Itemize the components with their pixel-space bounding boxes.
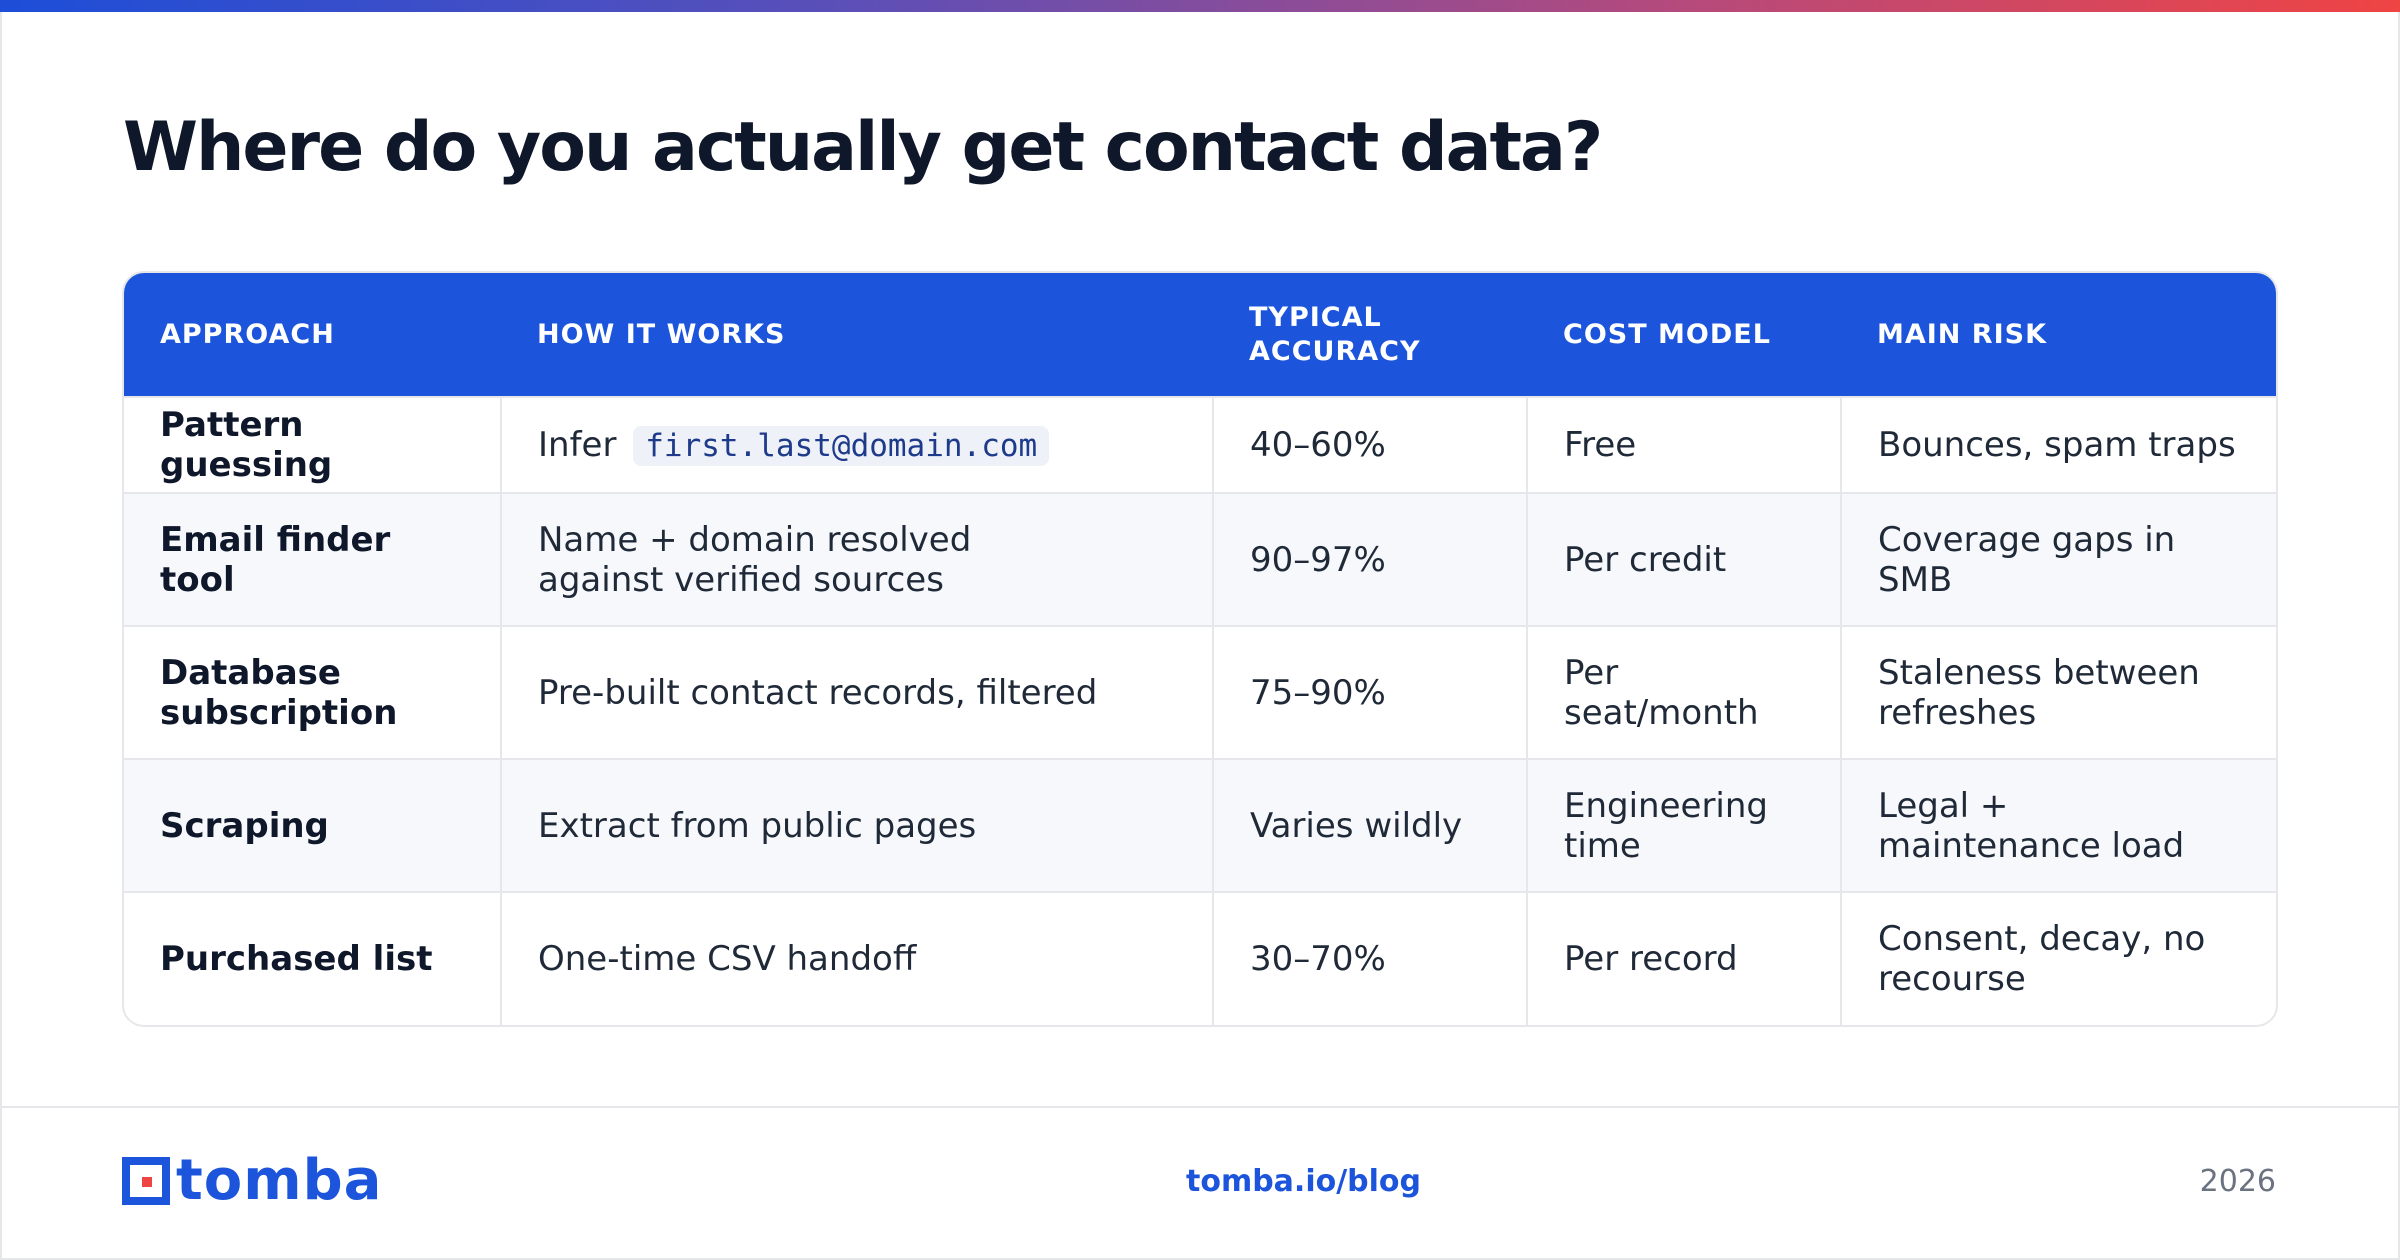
header-cost-model: COST MODEL (1563, 318, 1771, 350)
cell-approach: Email finder tool (124, 492, 501, 626)
cell-main-risk: Staleness between refreshes (1840, 625, 2276, 759)
cell-accuracy: Varies wildly (1212, 758, 1527, 892)
cell-accuracy: 90–97% (1212, 492, 1527, 626)
cell-main-risk: Coverage gaps in SMB (1840, 492, 2276, 626)
header-how-it-works: HOW IT WORKS (537, 318, 786, 350)
cell-cost-model: Per credit (1526, 492, 1841, 626)
cell-how-it-works: Extract from public pages (500, 758, 1213, 892)
header-row: APPROACH HOW IT WORKS TYPICAL ACCURACY C… (124, 273, 2276, 397)
cell-how-it-works: Infer first.last@domain.com (500, 396, 1213, 493)
cell-main-risk: Bounces, spam traps (1840, 396, 2276, 493)
table: APPROACH HOW IT WORKS TYPICAL ACCURACY C… (124, 273, 2276, 1025)
cell-approach: Database subscription (124, 625, 501, 759)
logo-dot (142, 1177, 152, 1187)
cell-cost-model: Per seat/month (1526, 625, 1841, 759)
blog-link[interactable]: tomba.io/blog (1186, 1164, 1422, 1199)
cell-accuracy: 40–60% (1212, 396, 1527, 493)
how-prefix: Infer (538, 424, 617, 465)
email-pattern-code: first.last@domain.com (633, 425, 1050, 466)
table-row: Purchased list One-time CSV handoff 30–7… (124, 891, 2276, 1025)
table-body: Pattern guessing Infer first.last@domain… (124, 396, 2276, 1025)
comparison-table: APPROACH HOW IT WORKS TYPICAL ACCURACY C… (122, 271, 2278, 1027)
footer-divider (0, 1106, 2400, 1108)
gradient-top-bar (0, 0, 2400, 12)
header-typical-accuracy: TYPICAL ACCURACY (1249, 301, 1421, 367)
tomba-logo-icon (122, 1157, 170, 1205)
tomba-logo[interactable]: tomba (122, 1148, 383, 1213)
cell-cost-model: Per record (1526, 891, 1841, 1025)
table-header: APPROACH HOW IT WORKS TYPICAL ACCURACY C… (124, 273, 2276, 397)
table-row: Pattern guessing Infer first.last@domain… (124, 396, 2276, 493)
cell-how-it-works: Name + domain resolved against verified … (500, 492, 1213, 626)
cell-main-risk: Consent, decay, no recourse (1840, 891, 2276, 1025)
cell-approach: Purchased list (124, 891, 501, 1025)
footer-year: 2026 (2199, 1164, 2276, 1199)
header-main-risk: MAIN RISK (1877, 318, 2048, 350)
cell-how-it-works: One-time CSV handoff (500, 891, 1213, 1025)
cell-cost-model: Engineering time (1526, 758, 1841, 892)
cell-approach: Pattern guessing (124, 396, 501, 493)
header-approach: APPROACH (160, 318, 335, 350)
table-row: Scraping Extract from public pages Varie… (124, 758, 2276, 892)
cell-accuracy: 30–70% (1212, 891, 1527, 1025)
cell-accuracy: 75–90% (1212, 625, 1527, 759)
page-title: Where do you actually get contact data? (123, 108, 1603, 187)
table-row: Email finder tool Name + domain resolved… (124, 492, 2276, 626)
cell-how-it-works: Pre-built contact records, filtered (500, 625, 1213, 759)
table-row: Database subscription Pre-built contact … (124, 625, 2276, 759)
logo-text: tomba (176, 1148, 383, 1213)
cell-main-risk: Legal + maintenance load (1840, 758, 2276, 892)
cell-cost-model: Free (1526, 396, 1841, 493)
cell-approach: Scraping (124, 758, 501, 892)
